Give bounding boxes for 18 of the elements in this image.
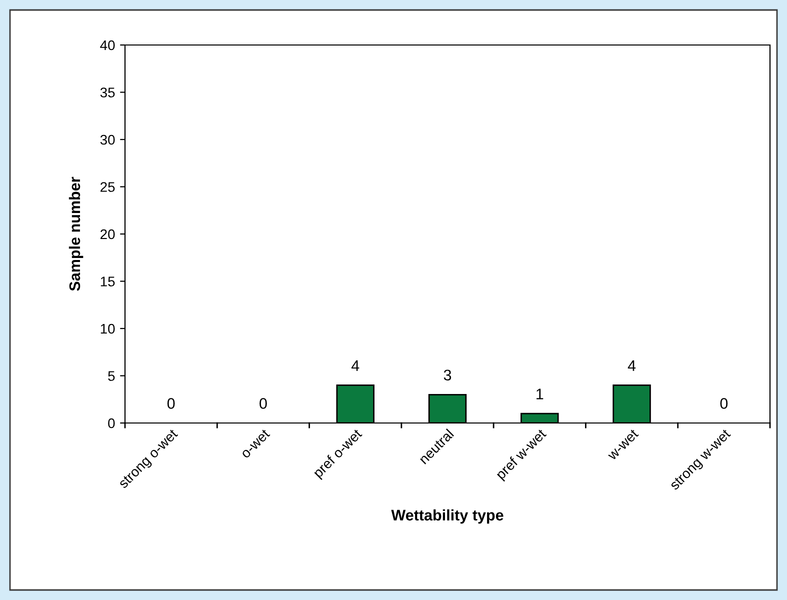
data-label: 1 bbox=[536, 388, 544, 400]
y-tick-label: 5 bbox=[108, 371, 115, 381]
data-label: 3 bbox=[444, 370, 452, 381]
y-tick-label: 15 bbox=[100, 276, 115, 286]
y-tick-label: 0 bbox=[108, 418, 115, 428]
data-label: 4 bbox=[628, 360, 636, 371]
y-tick-label: 25 bbox=[100, 182, 115, 192]
data-label: 0 bbox=[260, 398, 267, 409]
y-tick-label: 35 bbox=[100, 88, 115, 98]
data-label: 0 bbox=[167, 398, 175, 409]
data-label: 4 bbox=[351, 360, 360, 371]
data-label: 0 bbox=[720, 398, 728, 409]
y-tick-label: 40 bbox=[100, 40, 115, 50]
y-tick-label: 30 bbox=[100, 134, 115, 145]
x-axis-title: Wettability type bbox=[391, 509, 504, 524]
y-tick-label: 20 bbox=[100, 229, 115, 240]
y-tick-label: 10 bbox=[100, 324, 115, 334]
y-axis-title: Sample number bbox=[68, 176, 84, 291]
